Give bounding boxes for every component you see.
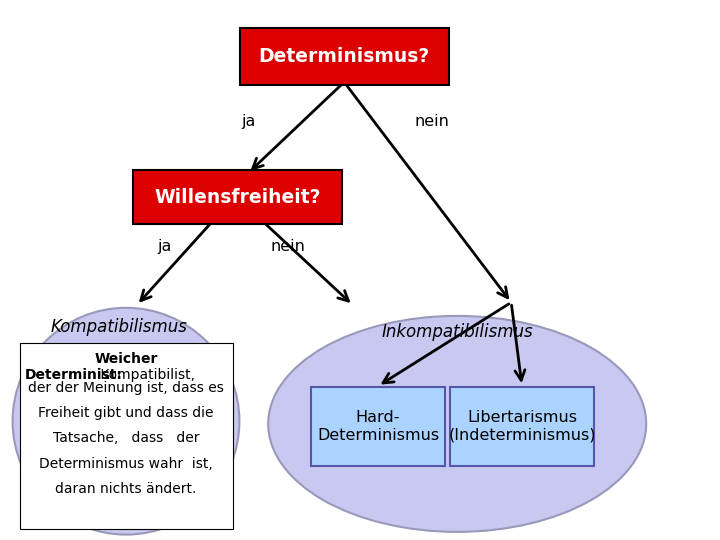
Text: ja: ja (157, 239, 171, 254)
FancyBboxPatch shape (20, 343, 233, 529)
Text: Determinismus?: Determinismus? (258, 47, 430, 66)
Text: nein: nein (271, 239, 305, 254)
Text: nein: nein (415, 114, 449, 129)
Text: daran nichts ändert.: daran nichts ändert. (55, 482, 197, 496)
Text: Libertarismus
(Indeterminismus): Libertarismus (Indeterminismus) (449, 410, 595, 443)
FancyBboxPatch shape (133, 170, 342, 224)
Text: Weicher: Weicher (94, 352, 158, 366)
Text: ja: ja (241, 114, 256, 129)
Text: Inkompatibilismus: Inkompatibilismus (382, 323, 533, 341)
Text: Willensfreiheit?: Willensfreiheit? (154, 187, 321, 207)
Text: der der Meinung ist, dass es: der der Meinung ist, dass es (28, 381, 224, 395)
Text: Tatsache,   dass   der: Tatsache, dass der (53, 431, 199, 446)
FancyBboxPatch shape (450, 388, 594, 465)
Ellipse shape (268, 316, 647, 532)
Text: Freiheit gibt und dass die: Freiheit gibt und dass die (38, 406, 214, 420)
Text: Determinismus wahr  ist,: Determinismus wahr ist, (39, 457, 213, 471)
FancyBboxPatch shape (311, 388, 444, 465)
Text: Determinist:: Determinist: (25, 368, 123, 382)
Text: Kompatibilismus: Kompatibilismus (50, 318, 187, 336)
Ellipse shape (12, 308, 239, 535)
FancyBboxPatch shape (240, 28, 449, 85)
Text: Kompatibilist,: Kompatibilist, (96, 368, 194, 382)
Text: Hard-
Determinismus: Hard- Determinismus (317, 410, 439, 443)
